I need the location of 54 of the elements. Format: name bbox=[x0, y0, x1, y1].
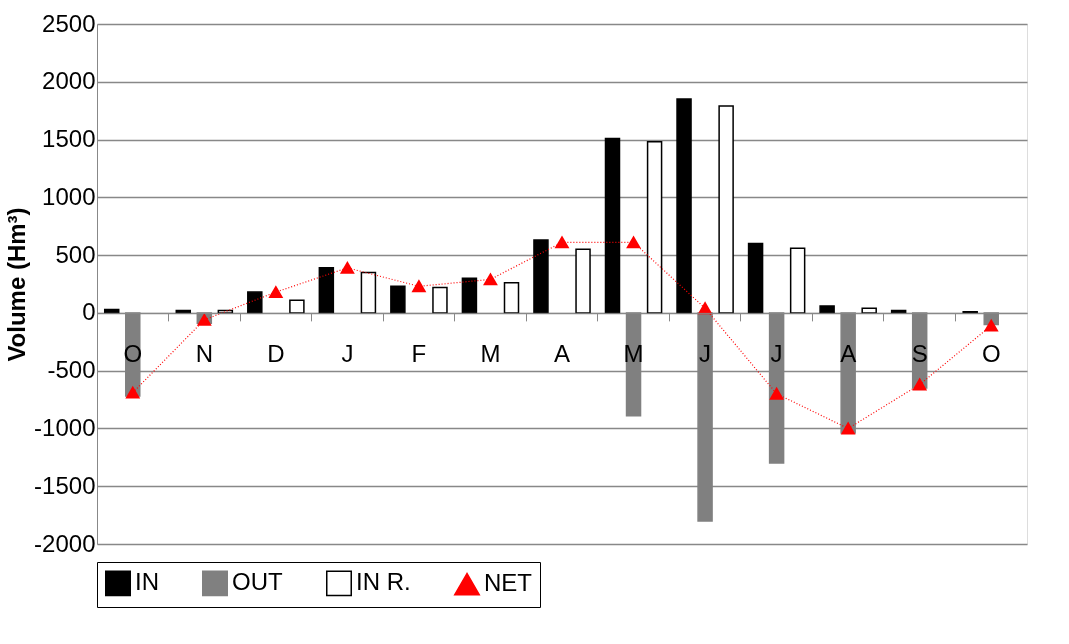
x-tick-label: J bbox=[699, 340, 712, 368]
legend-label: OUT bbox=[232, 568, 283, 596]
y-tick-label: 0 bbox=[82, 298, 96, 326]
x-tick-label: M bbox=[480, 340, 501, 368]
point bbox=[841, 422, 855, 435]
legend-label: IN R. bbox=[356, 568, 411, 596]
point bbox=[626, 236, 641, 249]
y-tick-label: -1500 bbox=[34, 471, 96, 499]
bar bbox=[819, 305, 835, 314]
point bbox=[984, 319, 998, 332]
legend-label: NET bbox=[484, 569, 533, 597]
bar bbox=[503, 282, 520, 314]
x-tick-label: A bbox=[553, 340, 571, 368]
bar bbox=[747, 242, 764, 314]
point bbox=[269, 286, 283, 299]
bar bbox=[390, 285, 406, 314]
point bbox=[483, 273, 498, 286]
legend-label: IN bbox=[135, 568, 159, 596]
point bbox=[340, 261, 355, 274]
bar bbox=[575, 248, 591, 314]
bar bbox=[360, 271, 377, 314]
x-tick-label: N bbox=[195, 340, 213, 368]
x-tick-label: F bbox=[411, 340, 427, 368]
y-tick-label: 1000 bbox=[42, 182, 96, 210]
bar bbox=[646, 141, 663, 314]
bar bbox=[533, 239, 549, 314]
point bbox=[912, 378, 927, 391]
x-tick-label: S bbox=[911, 340, 928, 368]
x-tick-label: J bbox=[341, 340, 354, 368]
bar bbox=[604, 137, 621, 314]
bar bbox=[676, 98, 692, 314]
y-tick-label: 500 bbox=[55, 240, 96, 268]
x-tick-label: J bbox=[770, 340, 783, 368]
x-tick-label: A bbox=[840, 340, 857, 368]
x-tick-label: D bbox=[267, 340, 285, 368]
y-tick-label: -2000 bbox=[34, 529, 96, 557]
bar bbox=[247, 291, 263, 314]
bar bbox=[432, 286, 448, 314]
point bbox=[126, 386, 140, 399]
bar bbox=[789, 247, 806, 314]
point bbox=[412, 280, 426, 293]
bar bbox=[461, 277, 478, 314]
bar bbox=[289, 299, 305, 314]
y-tick-label: -500 bbox=[47, 356, 96, 384]
point bbox=[769, 387, 784, 400]
y-axis-title: Volume (Hm³) bbox=[3, 207, 31, 362]
y-tick-label: 2500 bbox=[42, 9, 96, 37]
y-tick-label: 2000 bbox=[42, 67, 96, 95]
x-tick-label: O bbox=[981, 340, 1001, 368]
bar bbox=[718, 105, 734, 314]
bar bbox=[318, 267, 335, 314]
y-tick-label: -1000 bbox=[34, 413, 96, 441]
y-tick-label: 1500 bbox=[42, 125, 96, 153]
point bbox=[555, 236, 569, 249]
